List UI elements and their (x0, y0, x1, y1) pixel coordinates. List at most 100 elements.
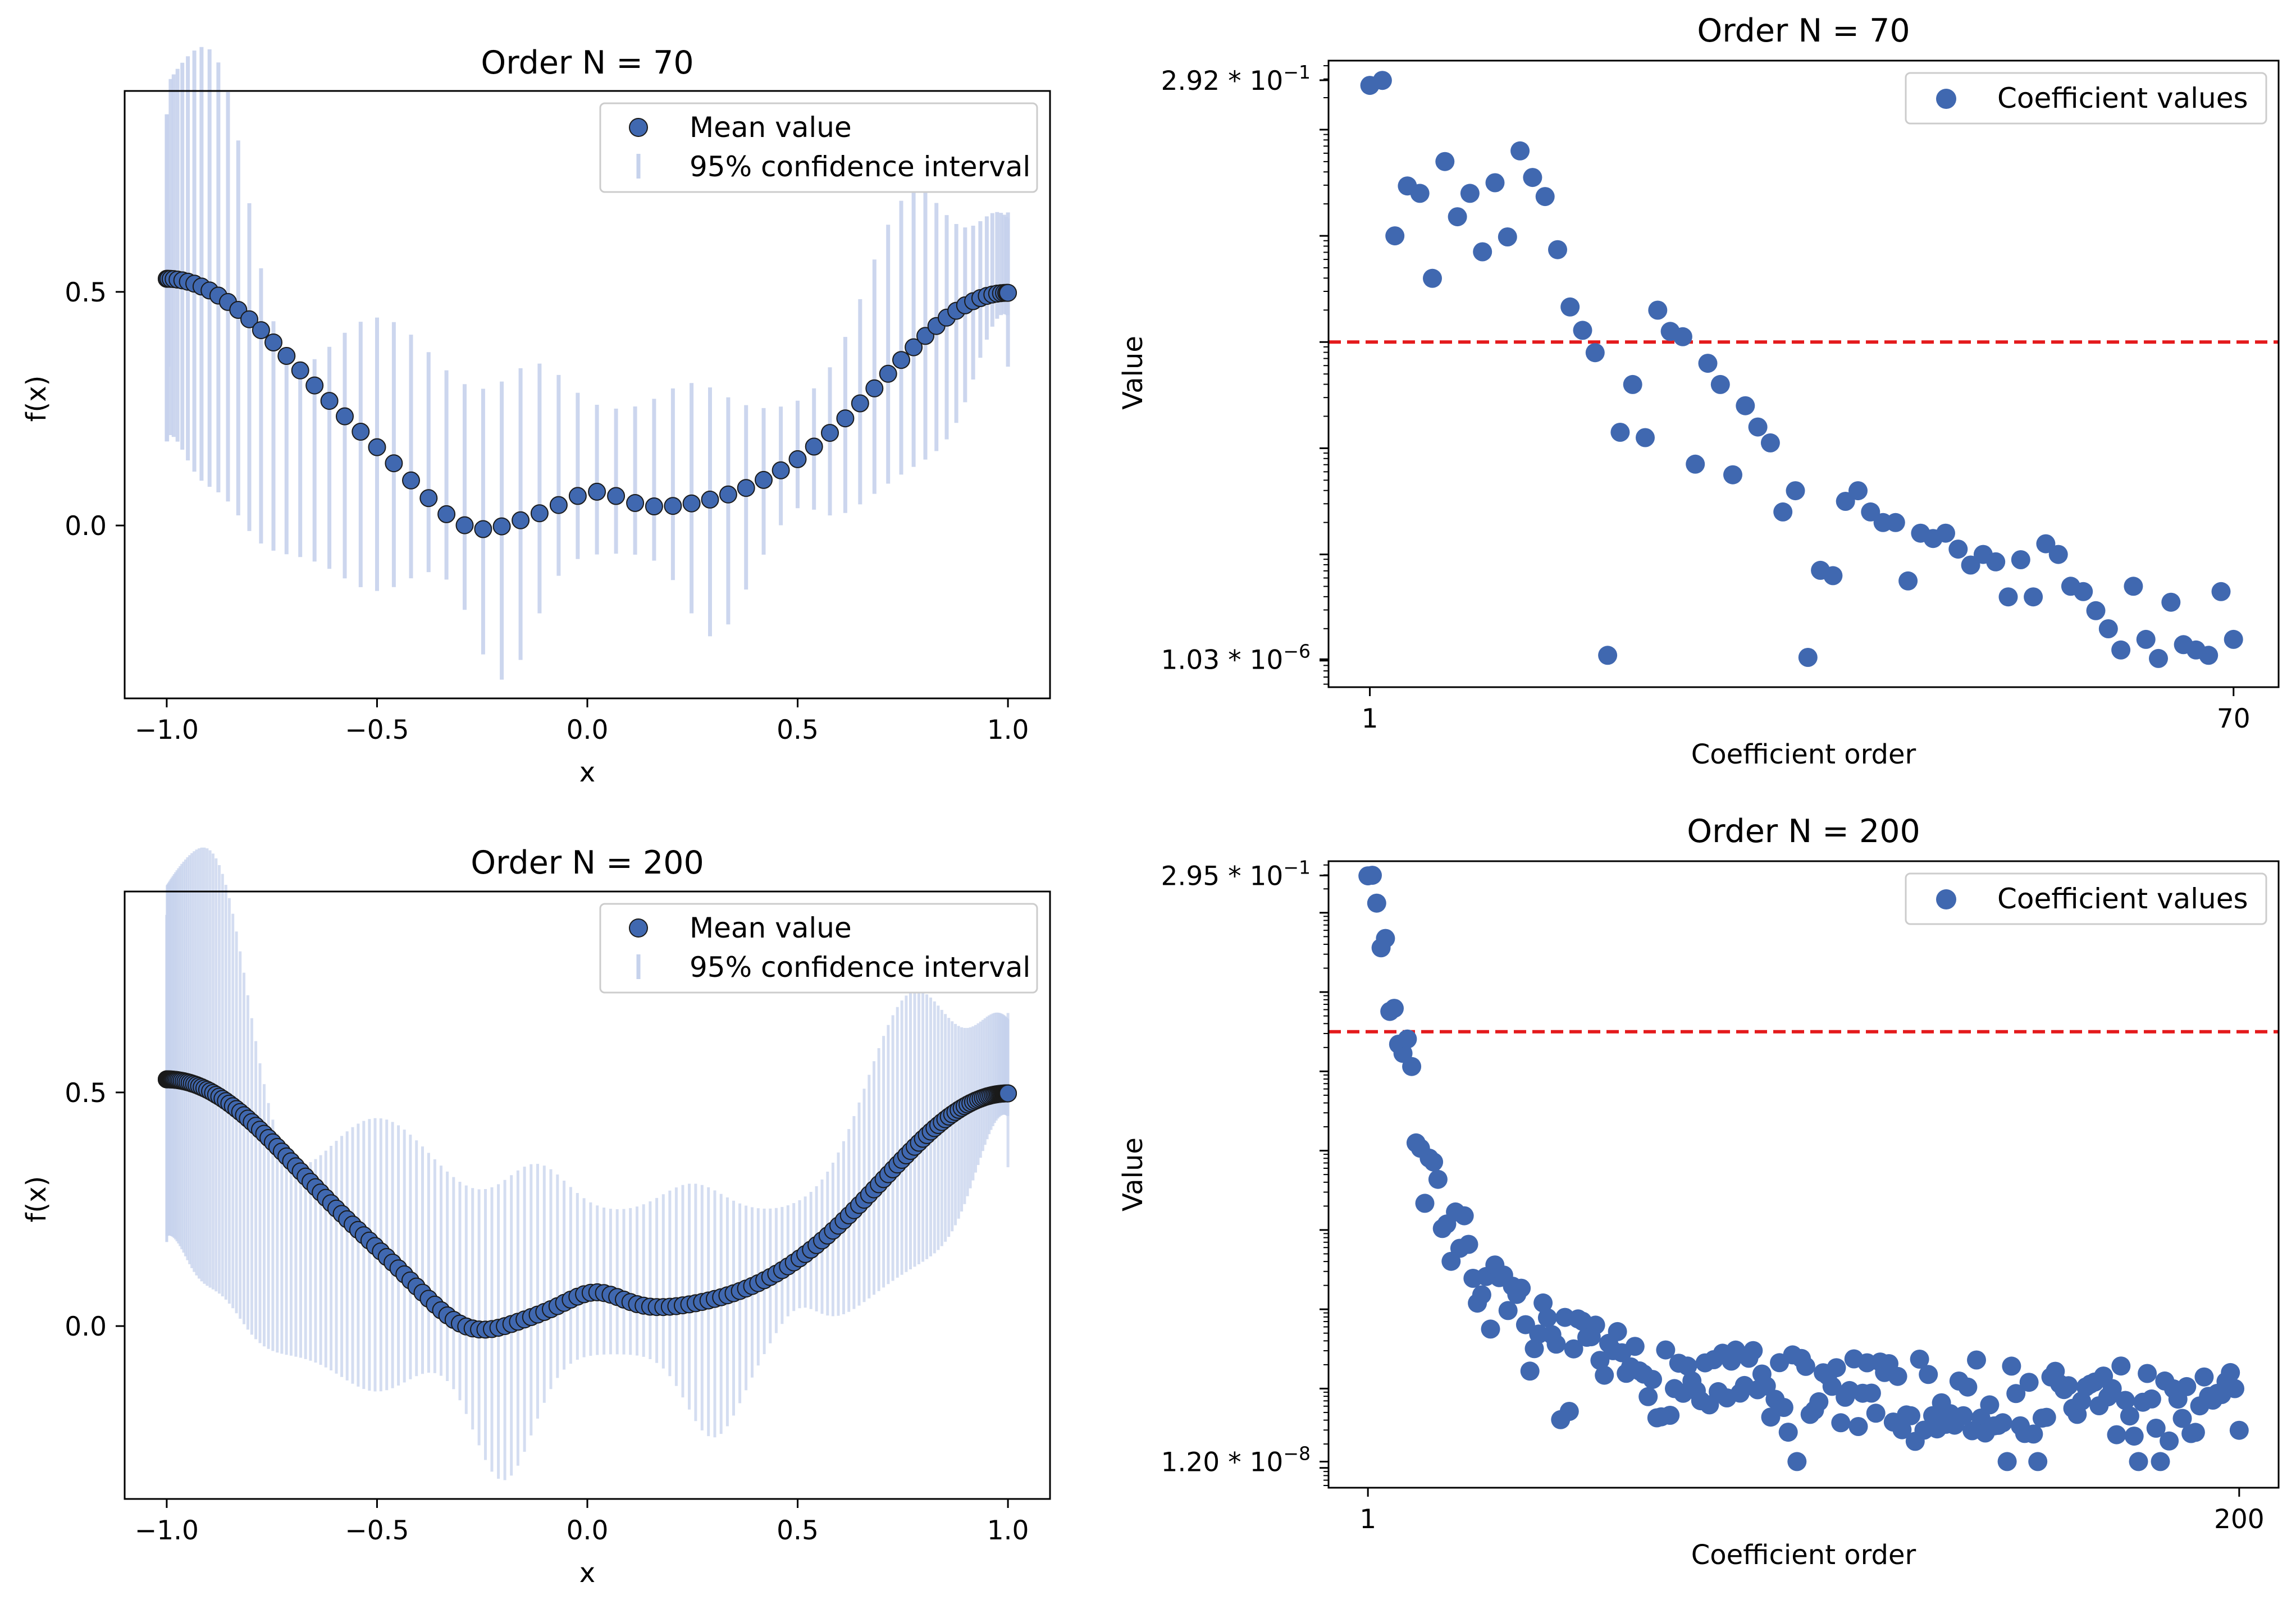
legend-coef-label: Coefficient values (1997, 883, 2248, 915)
mean-point (455, 516, 474, 534)
coefficient-point (1774, 1398, 1793, 1417)
x-tick-label: 1.0 (987, 1515, 1029, 1546)
coefficient-point (1809, 1392, 1829, 1411)
mean-point (264, 333, 282, 351)
coefficient-point (1796, 1356, 1815, 1376)
coefficient-point (1435, 152, 1455, 171)
coefficient-point (2116, 1391, 2135, 1410)
mean-point (788, 450, 807, 468)
mean-point (836, 409, 855, 428)
chart-title: Order N = 70 (481, 44, 693, 81)
coefficient-point (2160, 1431, 2179, 1451)
coefficient-point (1625, 1337, 1645, 1356)
coefficient-point (1786, 481, 1805, 501)
legend-ci-label: 95% confidence interval (690, 951, 1030, 984)
coefficient-point (1778, 1423, 1798, 1442)
coefficient-point (1958, 1377, 1978, 1397)
mean-point (352, 423, 370, 441)
coefficient-point (1760, 433, 1780, 452)
coefficient-point (1831, 1413, 1851, 1433)
coefficient-point (1961, 555, 1980, 575)
coefficient-point (1512, 1278, 1531, 1298)
coefficient-point (1898, 571, 1918, 591)
coefficient-point (1986, 552, 2006, 572)
coefficient-point (1473, 242, 1492, 262)
coefficient-point (1827, 1358, 1846, 1378)
mean-point (320, 392, 339, 410)
y-axis-ticks: 2.92 * 10−1 1.03 * 10−6 (1161, 61, 1329, 685)
mean-point (772, 461, 790, 479)
coefficient-point (1498, 1301, 1518, 1320)
legend-coef-marker (1936, 89, 1956, 109)
mean-point (492, 517, 511, 536)
coefficient-point (2149, 648, 2168, 668)
mean-point (999, 284, 1017, 302)
coefficient-point (1848, 481, 1868, 501)
coefficient-point (1798, 648, 1818, 667)
coefficient-point (1402, 1057, 1422, 1076)
mean-point (419, 489, 438, 508)
coefficient-point (1533, 1293, 1553, 1313)
coefficient-point (2225, 1379, 2244, 1398)
y-axis-ticks: 0.0 0.5 (65, 277, 125, 542)
coefficient-point (1523, 168, 1542, 188)
coefficient-point (1595, 1365, 1614, 1385)
coefficient-point (1948, 540, 1968, 559)
mean-point (291, 361, 309, 380)
x-tick-label: 0.5 (777, 715, 819, 746)
x-tick-label: 1 (1359, 1504, 1376, 1535)
mean-point (252, 321, 270, 340)
coefficient-point (1836, 492, 1855, 511)
mean-point (240, 310, 258, 328)
mean-point (305, 376, 324, 395)
x-tick-label: −1.0 (135, 715, 199, 746)
panel-fx-200: Order N = 200 −1.0 −0.5 0.0 0.5 1.0 0.0 0.5 x… (21, 844, 1051, 1589)
coefficient-point (1787, 1452, 1807, 1471)
coefficient-point (1678, 1356, 1697, 1376)
coefficient-point (2124, 577, 2143, 596)
mean-point (568, 487, 587, 505)
y-axis-label: Value (1117, 1137, 1149, 1212)
x-tick-label: −1.0 (135, 1515, 199, 1546)
legend: Mean value 95% confidence interval (599, 102, 1038, 193)
mean-point (530, 504, 549, 523)
mean-point (645, 497, 663, 515)
coefficient-point (1385, 999, 1404, 1018)
coefficient-point (1448, 207, 1467, 227)
coefficient-point (1564, 1339, 1583, 1359)
coefficient-point (1861, 502, 1880, 522)
coefficient-point (1886, 513, 1905, 532)
chart-title: Order N = 200 (1687, 813, 1920, 850)
mean-point (474, 520, 492, 538)
y-tick-label: 0.5 (65, 277, 107, 308)
coefficient-point (2011, 550, 2030, 569)
coefficient-point (1866, 1404, 1886, 1423)
coefficient-point (1610, 423, 1630, 442)
coefficient-point (1822, 1377, 1842, 1396)
coefficient-point (1460, 184, 1480, 203)
coefficient-point (1498, 227, 1517, 246)
coefficient-point (1953, 1406, 1973, 1425)
coefficient-point (2185, 1423, 2205, 1442)
coefficient-point (2136, 629, 2156, 649)
coefficient-point (1586, 1315, 1605, 1335)
coefficient-point (1424, 1152, 1444, 1172)
chart-title: Order N = 70 (1697, 12, 1910, 49)
x-axis-label: x (579, 1557, 595, 1589)
coefficient-point (2177, 1377, 2197, 1396)
coefficient-point (1919, 1365, 1938, 1384)
coefficient-point (1901, 1406, 1920, 1425)
plot-area (157, 47, 1017, 680)
mean-point (821, 424, 839, 442)
panel-fx-70: Order N = 70 −1.0 −0.5 0.0 0.5 1.0 0.00.5 x … (21, 44, 1051, 788)
y-axis-ticks: 2.95 * 10−1 1.20 * 10−8 (1161, 856, 1329, 1487)
legend-box (1905, 72, 2267, 125)
chart-title: Order N = 200 (471, 844, 704, 881)
coefficient-point (1773, 502, 1793, 522)
x-axis-ticks: 1 70 (1362, 687, 2251, 734)
coefficient-point (2048, 545, 2068, 564)
coefficient-point (1560, 297, 1580, 317)
mean-point (549, 496, 568, 514)
coefficient-point (2161, 592, 2181, 612)
mean-point (755, 470, 773, 489)
